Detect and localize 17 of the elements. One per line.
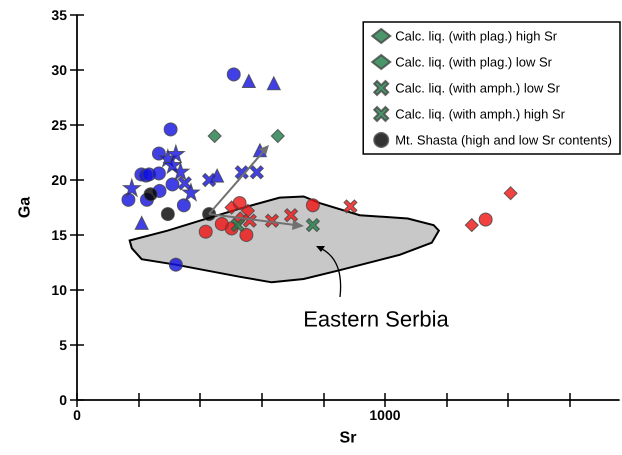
y-tick-label: 25 — [51, 117, 68, 133]
annotation: Eastern Serbia — [303, 306, 450, 332]
legend-label: Calc. liq. (with amph.) low Sr — [395, 80, 561, 96]
y-tick-label: 5 — [59, 337, 68, 353]
legend-label: Calc. liq. (with amph.) high Sr — [395, 106, 566, 122]
y-axis-title: Ga — [16, 196, 34, 218]
legend-label: Mt. Shasta (high and low Sr contents) — [395, 132, 612, 148]
x-axis-title: Sr — [340, 430, 356, 446]
legend-label: Calc. liq. (with plag.) low Sr — [395, 54, 553, 70]
x-tick-label: 1000 — [369, 407, 401, 423]
y-tick-label: 35 — [51, 7, 68, 23]
legend-label: Calc. liq. (with plag.) high Sr — [395, 28, 558, 44]
y-tick-label: 30 — [51, 62, 68, 78]
y-tick-label: 10 — [51, 282, 68, 298]
y-tick-label: 20 — [51, 172, 68, 188]
y-tick-label: 0 — [59, 392, 68, 408]
y-tick-label: 15 — [51, 227, 68, 243]
